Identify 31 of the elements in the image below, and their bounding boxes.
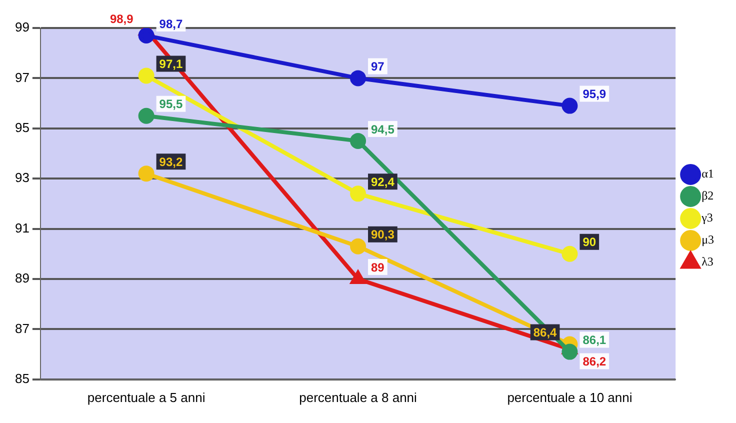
data-label: 98,9: [110, 12, 134, 26]
data-label: 95,5: [159, 97, 183, 112]
legend-label: β2: [702, 188, 714, 203]
y-tick-label: 91: [14, 220, 30, 236]
y-tick-label: 95: [14, 120, 30, 135]
y-tick-label: 85: [14, 370, 30, 386]
legend-label: μ3: [702, 232, 714, 247]
data-label: 98,7: [159, 16, 183, 31]
x-tick-label: percentuale a 5 anni: [87, 390, 206, 405]
x-tick-label: percentuale a 8 anni: [299, 390, 418, 405]
data-label: 86,2: [582, 354, 606, 369]
legend-label: λ3: [702, 254, 714, 269]
data-label: 97: [371, 60, 385, 74]
data-label: 86,4: [533, 326, 558, 340]
x-tick-label: percentuale a 10 anni: [507, 390, 632, 405]
data-label: 90: [582, 235, 596, 250]
data-label: 90,3: [371, 228, 395, 242]
y-tick-label: 99: [14, 20, 30, 35]
legend-label: γ3: [700, 210, 713, 225]
legend-label: α1: [702, 166, 714, 181]
y-tick-label: 93: [14, 170, 30, 186]
y-tick-label: 87: [14, 320, 30, 336]
data-label: 94,5: [371, 122, 395, 136]
data-label: 86,1: [582, 333, 606, 348]
data-label: 89: [371, 260, 385, 274]
y-tick-label: 97: [14, 70, 30, 85]
data-label: 92,4: [371, 174, 395, 189]
data-label: 95,9: [582, 87, 606, 102]
data-label: 97,1: [159, 57, 183, 72]
data-label: 93,2: [159, 154, 183, 169]
y-tick-label: 89: [14, 270, 30, 286]
